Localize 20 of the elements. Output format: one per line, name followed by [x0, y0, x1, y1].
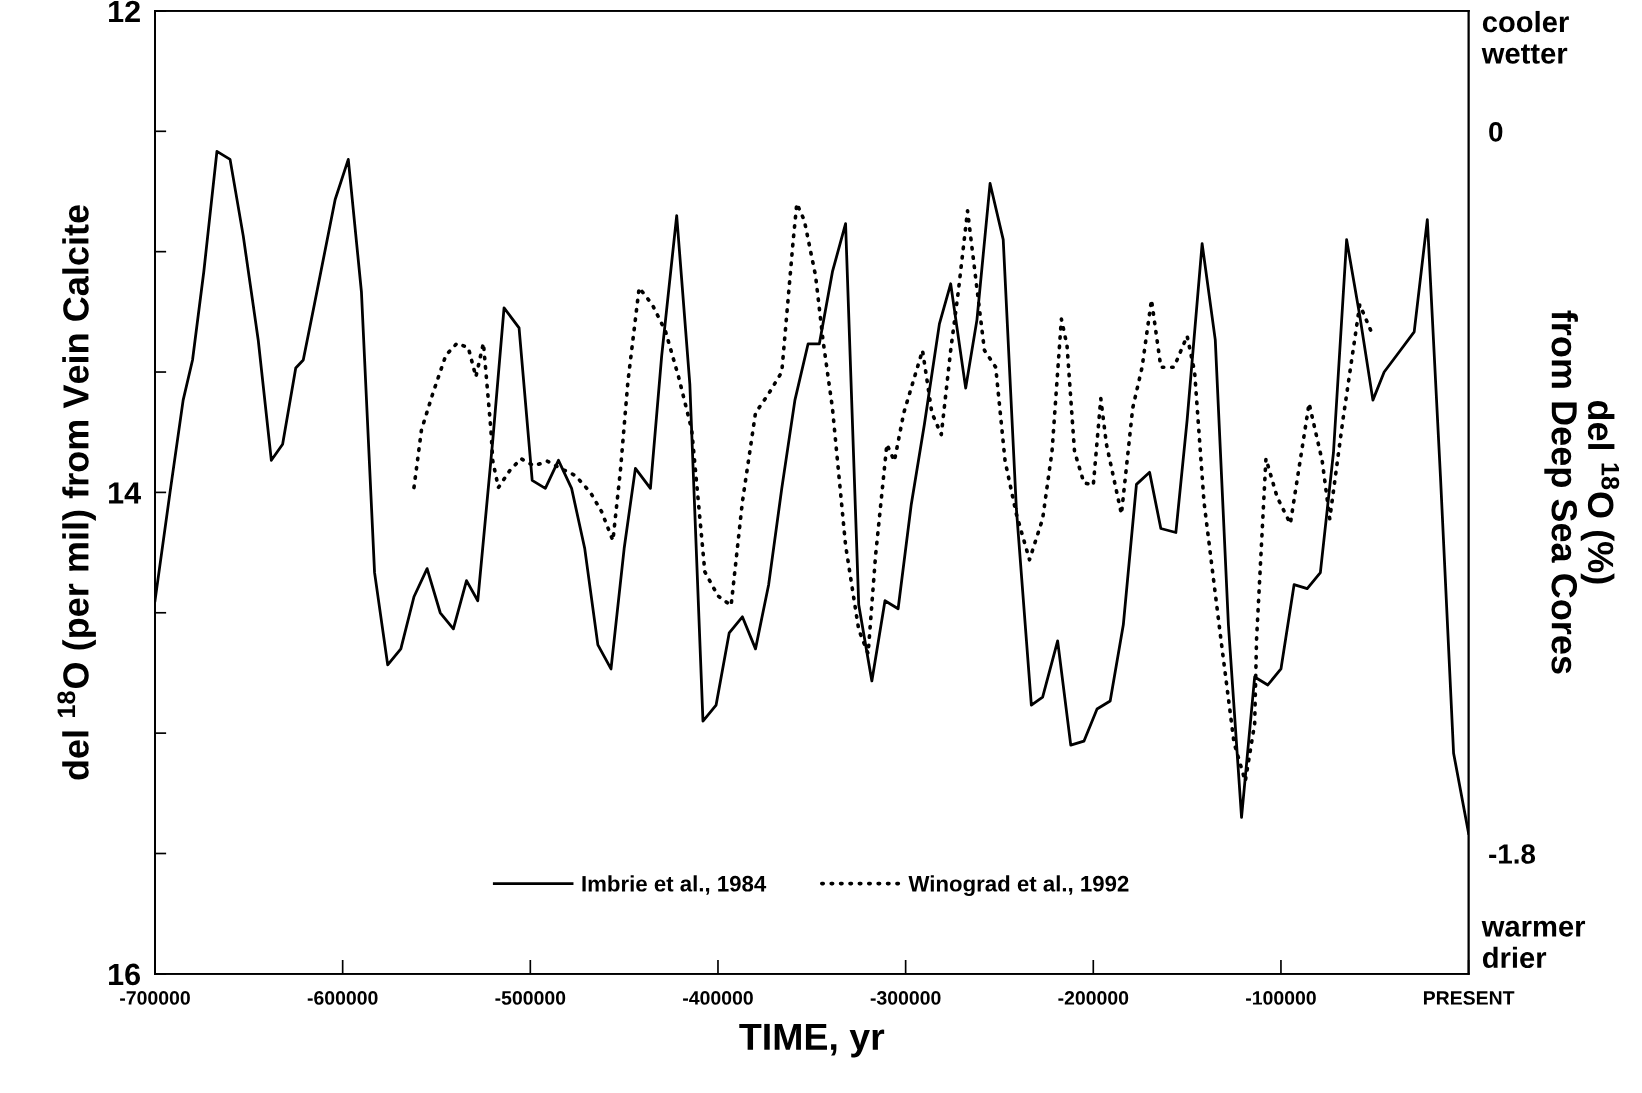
x-tick-label: PRESENT — [1423, 991, 1515, 1005]
text: cooler wetter — [1481, 10, 1569, 64]
y2-tick-label: -1.8 — [1489, 844, 1536, 864]
y-tick-label: 16 — [109, 963, 141, 986]
x-axis-title: TIME, yr — [739, 1023, 885, 1058]
y-tick-label: 12 — [109, 0, 140, 22]
x-tick-label: -500000 — [495, 991, 566, 1005]
y-axis-title: del $^{18}$O (per mil) from Vein Calcite — [57, 205, 96, 780]
legend-label: Winograd et al., 1992 — [908, 875, 1129, 897]
legend-label: Imbrie et al., 1984 — [582, 875, 767, 895]
text: warmer drier — [1481, 920, 1586, 969]
x-tick-label: -700000 — [120, 991, 190, 1005]
y2-axis-title: del $^{18}$O (%) from Deep Sea Cores — [1544, 310, 1620, 674]
x-tick-label: -300000 — [870, 991, 941, 1005]
y2-tick-label: 0 — [1489, 121, 1503, 142]
x-tick-label: -600000 — [307, 991, 378, 1005]
x-tick-label: -200000 — [1058, 991, 1129, 1005]
y-tick-label: 14 — [109, 482, 141, 504]
x-tick-label: -400000 — [683, 991, 753, 1005]
x-tick-label: -100000 — [1246, 991, 1316, 1005]
